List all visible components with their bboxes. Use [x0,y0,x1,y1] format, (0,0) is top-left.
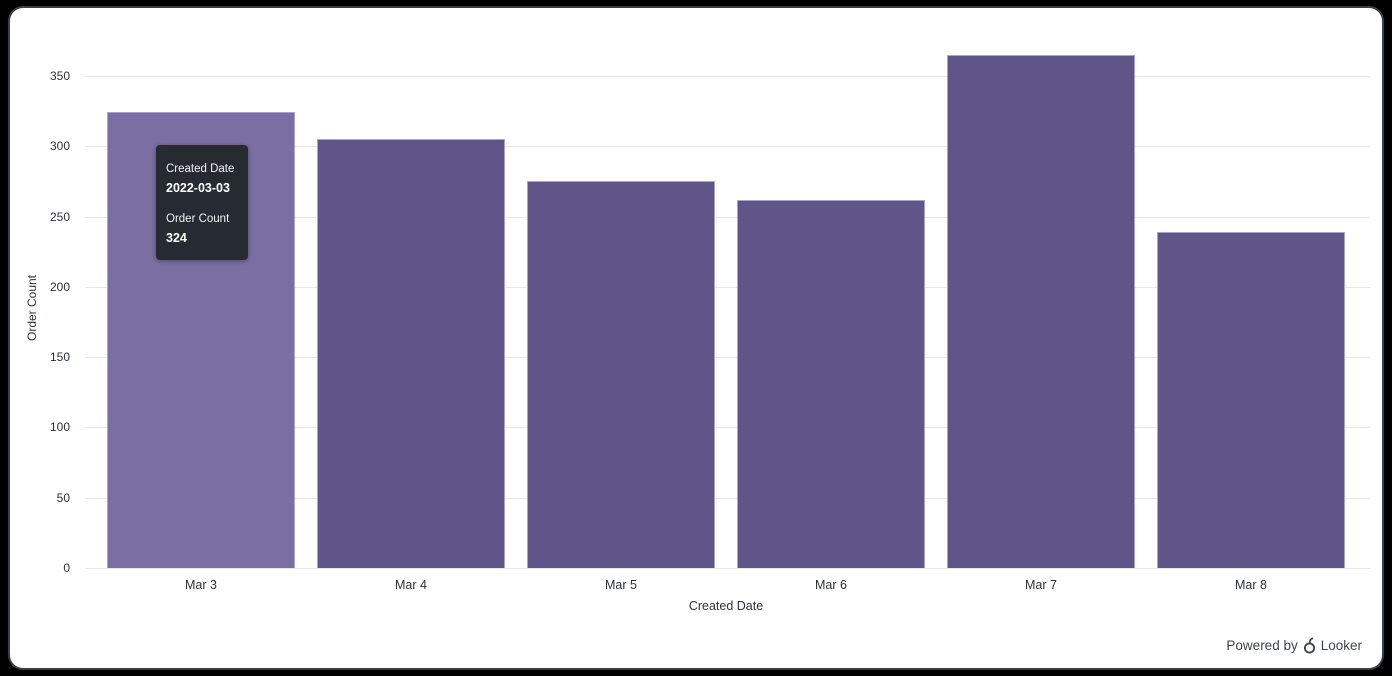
tooltip-group-count: Order Count 324 [166,210,238,248]
tooltip-value-created-date: 2022-03-03 [166,181,230,195]
tooltip-label-order-count: Order Count [166,213,230,225]
tooltip-value-order-count: 324 [166,231,187,245]
bar-mar-8[interactable] [1157,232,1345,568]
y-axis-labels: 0 50 100 150 200 250 300 350 [10,45,70,575]
y-tick-label: 250 [49,209,70,224]
powered-by-label: Powered by [1226,637,1298,653]
gridline [85,497,1370,499]
tooltip-label-created-date: Created Date [166,163,235,175]
x-tick-label: Mar 6 [815,578,847,592]
y-tick-label: 300 [49,139,70,154]
gridline [85,216,1370,218]
looker-logo-icon [1303,637,1315,654]
x-tick-label: Mar 7 [1025,578,1057,592]
y-tick-label: 350 [49,68,70,83]
bar-slot [726,45,936,568]
gridline [85,568,1370,569]
bar-slot [936,45,1146,568]
gridline [85,146,1370,148]
bar-mar-7[interactable] [947,54,1135,568]
bar-slot [306,45,516,568]
y-tick-label: 0 [63,561,70,575]
bar-mar-5[interactable] [527,181,715,568]
y-tick-label: 150 [49,350,70,365]
x-tick-label: Mar 8 [1235,578,1267,592]
x-tick-label: Mar 4 [395,578,427,592]
tooltip-group-date: Created Date 2022-03-03 [166,160,238,198]
bar-mar-4[interactable] [317,139,505,568]
bar-mar-6[interactable] [737,199,925,568]
x-tick-label: Mar 3 [185,578,217,592]
gridline [85,75,1370,77]
gridline [85,286,1370,288]
plot-area [85,45,1370,569]
gridline [85,427,1370,429]
x-tick-label: Mar 5 [605,578,637,592]
y-tick-label: 50 [56,490,70,505]
x-axis-title: Created Date [688,599,764,613]
powered-by-looker: Powered by Looker [1226,636,1362,654]
looker-brand[interactable]: Looker [1320,637,1362,653]
x-axis-labels: Mar 3 Mar 4 Mar 5 Mar 6 Mar 7 Mar 8 [96,577,1356,593]
bar-slot [96,45,306,568]
tooltip: Created Date 2022-03-03 Order Count 324 [156,145,248,260]
gridline [85,357,1370,359]
y-tick-label: 100 [49,420,70,435]
y-tick-label: 200 [49,279,70,294]
bar-series [96,45,1356,568]
bar-slot [516,45,726,568]
bar-slot [1146,45,1356,568]
